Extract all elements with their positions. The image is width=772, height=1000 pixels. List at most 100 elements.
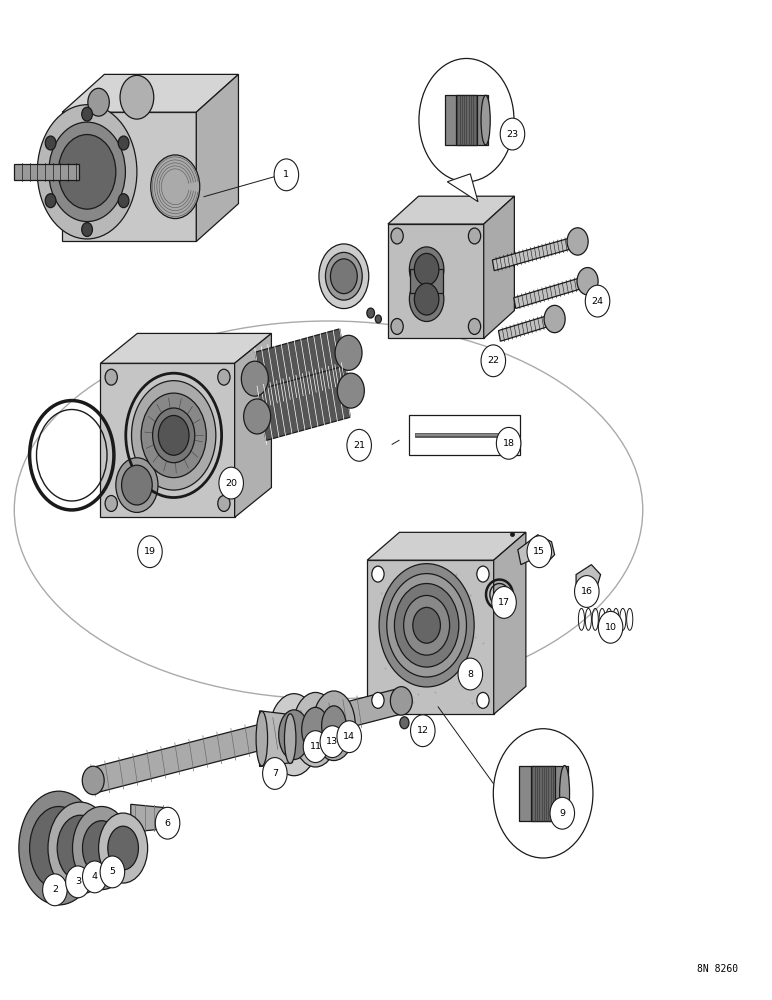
Text: 16: 16: [581, 587, 593, 596]
Ellipse shape: [409, 277, 444, 321]
Ellipse shape: [481, 95, 490, 145]
Polygon shape: [388, 196, 514, 224]
Circle shape: [469, 228, 481, 244]
Circle shape: [544, 305, 565, 333]
Circle shape: [303, 731, 328, 763]
Circle shape: [391, 319, 403, 334]
Polygon shape: [130, 804, 171, 832]
Polygon shape: [259, 711, 293, 767]
Circle shape: [387, 574, 466, 677]
Ellipse shape: [326, 252, 362, 300]
Ellipse shape: [99, 813, 147, 883]
Ellipse shape: [83, 766, 104, 795]
Text: 14: 14: [344, 732, 355, 741]
Ellipse shape: [242, 361, 269, 396]
Text: 20: 20: [225, 479, 237, 488]
Circle shape: [496, 427, 521, 459]
Circle shape: [347, 429, 371, 461]
Circle shape: [585, 285, 610, 317]
Text: 8N 8260: 8N 8260: [697, 964, 739, 974]
Ellipse shape: [83, 821, 120, 875]
Ellipse shape: [49, 122, 125, 222]
Polygon shape: [445, 95, 488, 145]
Ellipse shape: [293, 692, 338, 767]
Ellipse shape: [244, 399, 271, 434]
FancyBboxPatch shape: [409, 415, 520, 455]
Circle shape: [42, 874, 67, 906]
Ellipse shape: [141, 393, 206, 478]
Circle shape: [477, 692, 489, 708]
Polygon shape: [14, 164, 80, 180]
Circle shape: [66, 866, 90, 898]
Text: 3: 3: [75, 877, 81, 886]
Circle shape: [137, 536, 162, 568]
Circle shape: [419, 58, 514, 182]
Circle shape: [151, 155, 200, 219]
Circle shape: [411, 715, 435, 747]
Circle shape: [394, 584, 459, 667]
Polygon shape: [252, 337, 351, 394]
Polygon shape: [455, 95, 477, 145]
Ellipse shape: [256, 711, 268, 766]
Text: 15: 15: [533, 547, 545, 556]
Text: 17: 17: [498, 598, 510, 607]
Ellipse shape: [158, 415, 189, 455]
Ellipse shape: [322, 706, 346, 746]
Polygon shape: [258, 367, 350, 440]
Text: 5: 5: [110, 867, 115, 876]
Circle shape: [118, 194, 129, 208]
Ellipse shape: [37, 105, 137, 239]
Circle shape: [82, 107, 93, 121]
Circle shape: [367, 308, 374, 318]
Polygon shape: [576, 565, 601, 594]
Polygon shape: [519, 766, 567, 821]
Ellipse shape: [279, 710, 310, 760]
Polygon shape: [91, 688, 403, 793]
Circle shape: [82, 223, 93, 236]
Circle shape: [527, 536, 551, 568]
Ellipse shape: [330, 259, 357, 294]
Circle shape: [598, 611, 623, 643]
Text: 6: 6: [164, 819, 171, 828]
Text: 22: 22: [487, 356, 499, 365]
Ellipse shape: [59, 135, 116, 209]
Polygon shape: [518, 535, 554, 565]
Polygon shape: [531, 766, 555, 821]
Polygon shape: [255, 375, 354, 432]
Circle shape: [500, 118, 525, 150]
Circle shape: [550, 797, 574, 829]
Text: 9: 9: [559, 809, 565, 818]
Circle shape: [400, 717, 409, 729]
Ellipse shape: [391, 687, 412, 715]
Ellipse shape: [560, 766, 570, 821]
Polygon shape: [367, 560, 493, 714]
Text: 18: 18: [503, 439, 515, 448]
Text: 11: 11: [310, 742, 321, 751]
Text: 12: 12: [417, 726, 428, 735]
Ellipse shape: [108, 826, 138, 870]
Circle shape: [218, 369, 230, 385]
Circle shape: [88, 88, 110, 116]
Circle shape: [372, 692, 384, 708]
Circle shape: [218, 496, 230, 511]
Circle shape: [105, 369, 117, 385]
Circle shape: [320, 726, 344, 758]
Circle shape: [413, 607, 440, 643]
Text: 4: 4: [92, 872, 98, 881]
Circle shape: [155, 807, 180, 839]
Circle shape: [372, 566, 384, 582]
Ellipse shape: [116, 458, 158, 512]
Polygon shape: [493, 532, 526, 714]
Polygon shape: [367, 532, 526, 560]
Ellipse shape: [313, 691, 355, 761]
Ellipse shape: [269, 694, 320, 776]
Polygon shape: [499, 314, 556, 341]
Circle shape: [477, 566, 489, 582]
Circle shape: [118, 136, 129, 150]
Ellipse shape: [409, 247, 444, 292]
Ellipse shape: [57, 815, 103, 881]
Circle shape: [492, 587, 516, 618]
Polygon shape: [484, 196, 514, 338]
Circle shape: [379, 564, 474, 687]
Ellipse shape: [319, 244, 369, 309]
